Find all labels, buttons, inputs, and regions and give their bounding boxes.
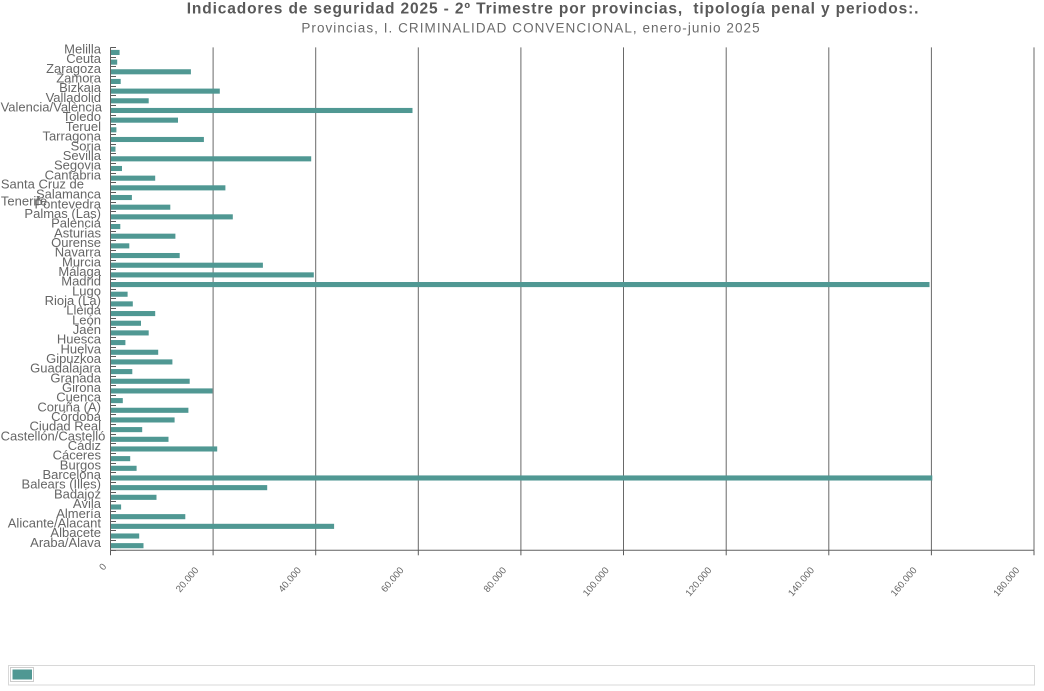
svg-text:Santa Cruz de: Santa Cruz de: [1, 176, 84, 191]
svg-text:Tenerife: Tenerife: [1, 193, 47, 208]
svg-text:Girona: Girona: [62, 380, 102, 395]
svg-text:Sevilla: Sevilla: [63, 148, 102, 163]
svg-text:Cuenca: Cuenca: [56, 390, 102, 405]
svg-text:Castellón/Castelló: Castellón/Castelló: [1, 428, 106, 443]
svg-text:Almería: Almería: [56, 506, 102, 521]
svg-text:Pontevedra: Pontevedra: [35, 196, 102, 211]
svg-text:Lugo: Lugo: [72, 283, 101, 298]
svg-text:Navarra: Navarra: [55, 245, 102, 260]
svg-text:Alicante/Alacant: Alicante/Alacant: [8, 515, 102, 530]
svg-text:Teruel: Teruel: [66, 119, 102, 134]
svg-text:Valencia/València: Valencia/València: [1, 100, 103, 115]
svg-text:Provincias, I. CRIMINALIDAD CO: Provincias, I. CRIMINALIDAD CONVENCIONAL…: [301, 21, 760, 36]
svg-text:Tarragona: Tarragona: [42, 129, 101, 144]
svg-text:Guadalajara: Guadalajara: [30, 361, 102, 376]
svg-text:Melilla: Melilla: [64, 42, 102, 57]
svg-text:Indicadores de seguridad 2025: Indicadores de seguridad 2025 - 2º Trime…: [187, 1, 920, 18]
svg-text:Balears (Illes): Balears (Illes): [22, 477, 101, 492]
svg-text:Salamanca: Salamanca: [36, 187, 102, 202]
svg-text:Zamora: Zamora: [56, 71, 102, 86]
svg-text:Zaragoza: Zaragoza: [46, 61, 102, 76]
svg-text:Ciudad Real: Ciudad Real: [29, 419, 101, 434]
svg-text:Lleida: Lleida: [66, 303, 101, 318]
svg-text:Ceuta: Ceuta: [66, 51, 101, 66]
svg-text:Palencia: Palencia: [51, 216, 102, 231]
svg-text:León: León: [72, 312, 101, 327]
svg-text:Asturias: Asturias: [54, 225, 101, 240]
svg-text:Rioja (La): Rioja (La): [45, 293, 101, 308]
svg-text:Málaga: Málaga: [58, 264, 101, 279]
svg-text:Soria: Soria: [71, 138, 102, 153]
svg-text:Cantabria: Cantabria: [45, 167, 102, 182]
svg-text:Huelva: Huelva: [61, 341, 102, 356]
svg-text:Araba/Álava: Araba/Álava: [30, 535, 102, 550]
svg-text:Murcia: Murcia: [62, 254, 102, 269]
svg-text:Huesca: Huesca: [57, 332, 102, 347]
svg-text:Albacete: Albacete: [50, 525, 101, 540]
svg-text:Barcelona: Barcelona: [42, 467, 101, 482]
svg-text:Cáceres: Cáceres: [53, 448, 102, 463]
svg-text:Coruña (A): Coruña (A): [37, 399, 101, 414]
svg-text:0: 0: [97, 562, 109, 573]
svg-text:Ourense: Ourense: [51, 235, 101, 250]
svg-text:Bizkaia: Bizkaia: [59, 80, 102, 95]
svg-text:Badajoz: Badajoz: [54, 486, 101, 501]
svg-text:Cádiz: Cádiz: [68, 438, 101, 453]
svg-text:Valladolid: Valladolid: [46, 90, 101, 105]
svg-text:Palmas (Las): Palmas (Las): [24, 206, 101, 221]
svg-text:Madrid: Madrid: [61, 274, 101, 289]
svg-text:Córdoba: Córdoba: [51, 409, 102, 424]
svg-text:Ávila: Ávila: [73, 496, 102, 511]
svg-text:Jaén: Jaén: [73, 322, 101, 337]
svg-text:Toledo: Toledo: [63, 109, 101, 124]
svg-text:Segovia: Segovia: [54, 158, 102, 173]
svg-text:Granada: Granada: [50, 370, 101, 385]
svg-text:Burgos: Burgos: [60, 457, 102, 472]
svg-text:Gipuzkoa: Gipuzkoa: [46, 351, 102, 366]
